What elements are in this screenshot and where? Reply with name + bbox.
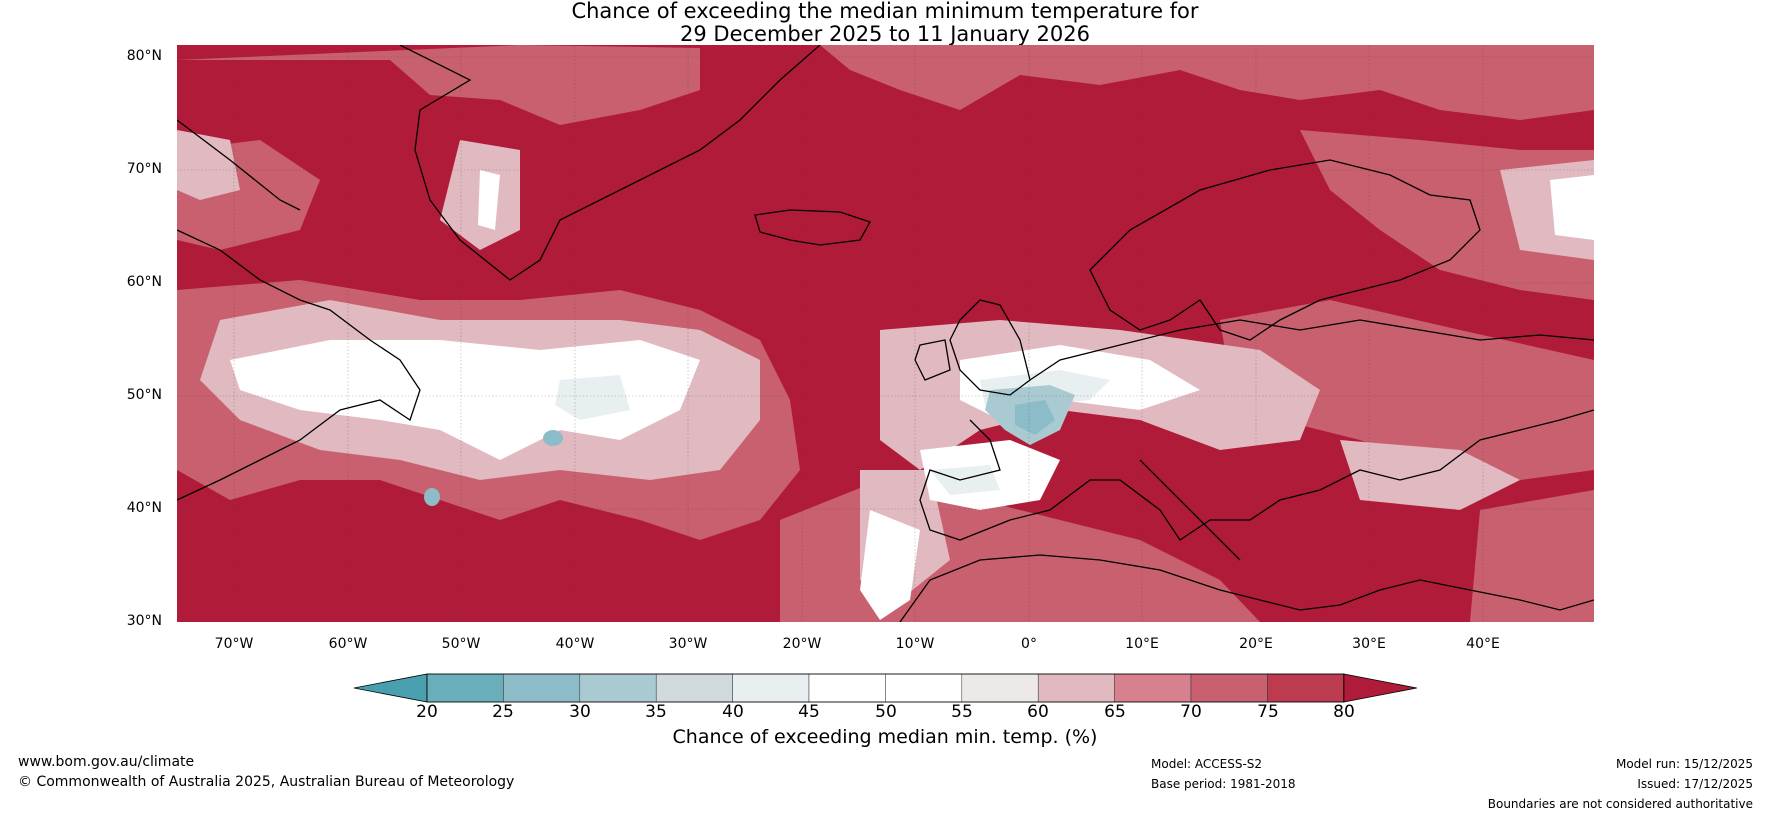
gridlines <box>177 45 1594 622</box>
colorbar-segment <box>579 673 657 703</box>
colorbar-segment <box>1267 673 1345 703</box>
colorbar-segment <box>1190 673 1268 703</box>
footer-url[interactable]: www.bom.gov.au/climate <box>18 754 195 770</box>
colorbar-tick-75: 75 <box>1257 702 1279 722</box>
lon-label-20w: 20°W <box>782 636 822 652</box>
footer-model-run: Model run: 15/12/2025 <box>1615 757 1753 771</box>
colorbar-extend-low <box>353 673 428 703</box>
footer-disclaimer: Boundaries are not considered authoritat… <box>1487 797 1753 811</box>
colorbar-tick-25: 25 <box>492 702 514 722</box>
colorbar-tick-55: 55 <box>951 702 973 722</box>
colorbar-tick-45: 45 <box>798 702 820 722</box>
lon-label-40w: 40°W <box>555 636 595 652</box>
lon-label-10w: 10°W <box>895 636 935 652</box>
footer-model: Model: ACCESS-S2 <box>1151 757 1263 771</box>
lat-label-50n: 50°N <box>126 387 162 403</box>
colorbar-tick-70: 70 <box>1180 702 1202 722</box>
colorbar-segment <box>655 673 733 703</box>
chart-title-line-2: 29 December 2025 to 11 January 2026 <box>680 22 1090 46</box>
colorbar-label: Chance of exceeding median min. temp. (%… <box>672 726 1098 748</box>
lon-label-60w: 60°W <box>328 636 368 652</box>
colorbar-segment <box>732 673 810 703</box>
lon-label-50w: 50°W <box>441 636 481 652</box>
footer-base-period: Base period: 1981-2018 <box>1151 777 1296 791</box>
lon-label-30w: 30°W <box>668 636 708 652</box>
colorbar-tick-40: 40 <box>722 702 744 722</box>
colorbar-frame <box>426 673 1345 703</box>
colorbar-tick-50: 50 <box>875 702 897 722</box>
chart-title-line-1: Chance of exceeding the median minimum t… <box>571 0 1199 23</box>
colorbar-segment <box>426 673 504 703</box>
lon-label-30e: 30°E <box>1352 636 1386 652</box>
colorbar-tick-80: 80 <box>1333 702 1355 722</box>
colorbar-segment <box>961 673 1039 703</box>
colorbar-segment <box>885 673 963 703</box>
footer-issued: Issued: 17/12/2025 <box>1637 777 1753 791</box>
colorbar-segment <box>503 673 581 703</box>
lon-label-20e: 20°E <box>1239 636 1273 652</box>
lat-label-80n: 80°N <box>126 48 162 64</box>
lon-label-40e: 40°E <box>1466 636 1500 652</box>
colorbar-segment <box>808 673 886 703</box>
probability-band-25 <box>424 400 1055 506</box>
lat-label-30n: 30°N <box>126 613 162 629</box>
colorbar <box>353 673 1417 703</box>
colorbar-tick-65: 65 <box>1104 702 1126 722</box>
colorbar-tick-20: 20 <box>416 702 438 722</box>
lon-label-10e: 10°E <box>1125 636 1159 652</box>
lon-label-0: 0° <box>1021 636 1037 652</box>
lat-label-60n: 60°N <box>126 274 162 290</box>
colorbar-segment <box>1114 673 1192 703</box>
colorbar-segment <box>1037 673 1115 703</box>
lon-label-70w: 70°W <box>214 636 254 652</box>
footer-copyright: © Commonwealth of Australia 2025, Austra… <box>18 774 515 790</box>
colorbar-tick-60: 60 <box>1027 702 1049 722</box>
coastlines <box>177 45 1594 622</box>
colorbar-tick-35: 35 <box>645 702 667 722</box>
colorbar-tick-30: 30 <box>569 702 591 722</box>
lat-label-70n: 70°N <box>126 161 162 177</box>
colorbar-extend-high <box>1343 673 1417 703</box>
lat-label-40n: 40°N <box>126 500 162 516</box>
